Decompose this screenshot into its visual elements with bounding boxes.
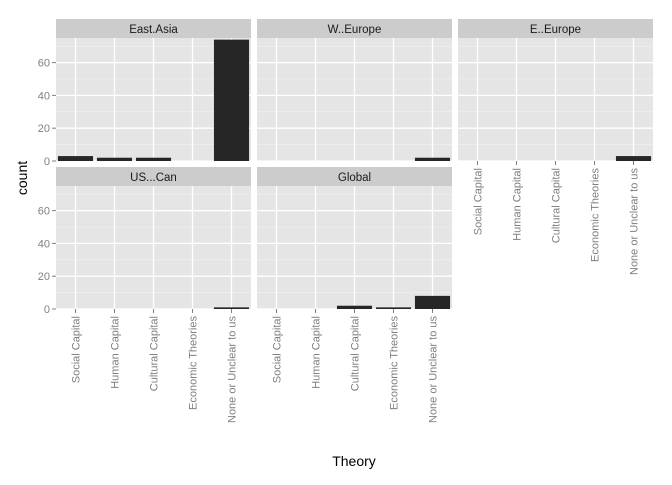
x-tick-label: Social Capital xyxy=(272,316,284,383)
bar-w-europe-4 xyxy=(414,157,451,161)
x-tick-label: Human Capital xyxy=(110,316,122,389)
x-tick-label: Economic Theories xyxy=(188,316,200,410)
x-tick-label: None or Unclear to us xyxy=(629,168,641,275)
x-axis-title: Theory xyxy=(332,453,376,469)
y-tick-label: 0 xyxy=(44,304,50,316)
bar-e-europe-4 xyxy=(615,156,652,161)
y-tick-label: 20 xyxy=(38,271,50,283)
facet-strip-label: Global xyxy=(338,172,371,184)
x-tick-label: Cultural Capital xyxy=(551,168,563,243)
x-tick-label: Human Capital xyxy=(311,316,323,389)
x-tick-label: Economic Theories xyxy=(590,168,602,262)
y-axis-title: count xyxy=(14,161,30,195)
y-tick-label: 60 xyxy=(38,206,50,218)
x-tick-label: Human Capital xyxy=(512,168,524,241)
y-tick-label: 0 xyxy=(44,156,50,168)
x-tick-label: Cultural Capital xyxy=(350,316,362,391)
facet-strip-label: US...Can xyxy=(130,172,177,184)
bar-global-2 xyxy=(336,305,373,309)
bar-east-asia-0 xyxy=(57,156,94,161)
facet-strip xyxy=(56,167,251,186)
facet-strip xyxy=(56,19,251,38)
facet-strip-label: W..Europe xyxy=(328,24,382,36)
y-tick-label: 40 xyxy=(38,238,50,250)
facet-strip xyxy=(257,19,452,38)
bar-global-4 xyxy=(414,295,451,309)
facet-strip-label: East.Asia xyxy=(129,24,178,36)
bar-east-asia-1 xyxy=(96,157,133,161)
facet-strip-label: E..Europe xyxy=(530,24,581,36)
x-tick-label: None or Unclear to us xyxy=(428,316,440,423)
bar-east-asia-2 xyxy=(135,157,172,161)
bar-east-asia-4 xyxy=(213,39,250,161)
x-tick-label: Economic Theories xyxy=(389,316,401,410)
x-tick-label: Social Capital xyxy=(473,168,485,235)
bar-us-can-4 xyxy=(213,307,250,309)
y-tick-label: 20 xyxy=(38,123,50,135)
facet-strip xyxy=(257,167,452,186)
x-tick-label: Social Capital xyxy=(71,316,83,383)
y-tick-label: 60 xyxy=(38,58,50,70)
x-tick-label: None or Unclear to us xyxy=(227,316,239,423)
bar-global-3 xyxy=(375,307,412,309)
x-tick-label: Cultural Capital xyxy=(149,316,161,391)
y-tick-label: 40 xyxy=(38,90,50,102)
facet-strip xyxy=(458,19,653,38)
